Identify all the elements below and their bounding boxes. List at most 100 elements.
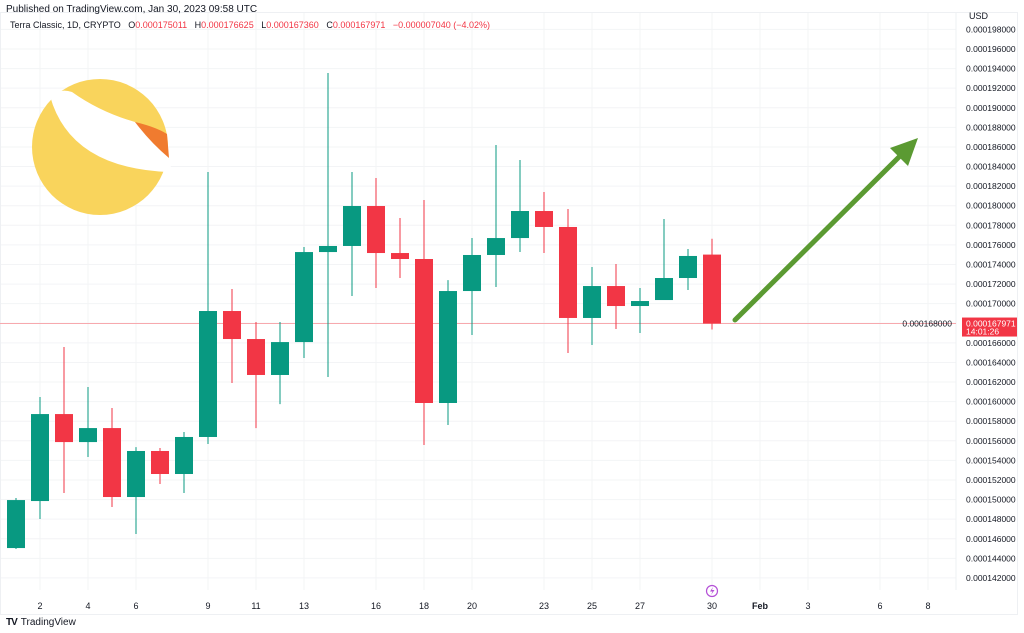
price-tick-label: 0.000150000: [966, 495, 1016, 505]
candle[interactable]: [223, 288, 241, 384]
price-tick-label: 0.000192000: [966, 83, 1016, 93]
candle[interactable]: [127, 447, 145, 535]
time-tick-label: 20: [467, 601, 477, 611]
candle-body: [583, 286, 601, 318]
candle[interactable]: [631, 287, 649, 334]
candle-body: [7, 500, 25, 549]
candle[interactable]: [247, 321, 265, 429]
candle-body: [199, 311, 217, 437]
candle[interactable]: [703, 238, 721, 330]
tradingview-footer[interactable]: TV TradingView: [6, 617, 76, 628]
candles: [7, 72, 721, 550]
price-tick-label: 0.000194000: [966, 64, 1016, 74]
change-value: −0.000007040 (−4.02%): [392, 20, 490, 30]
candle-body: [175, 436, 193, 475]
price-tick-label: 0.000198000: [966, 24, 1016, 34]
candle-body: [511, 211, 529, 239]
time-tick-label: 9: [205, 601, 210, 611]
candle[interactable]: [607, 264, 625, 330]
candle-body: [103, 428, 121, 498]
price-tick-label: 0.000190000: [966, 103, 1016, 113]
candle[interactable]: [391, 217, 409, 279]
lightning-event-icon[interactable]: [705, 584, 719, 598]
candle[interactable]: [103, 407, 121, 508]
candle[interactable]: [535, 192, 553, 254]
up-trend-arrow[interactable]: [732, 138, 918, 323]
candle[interactable]: [175, 431, 193, 494]
candle-body: [79, 428, 97, 443]
candle-body: [247, 339, 265, 375]
price-tick-label: 0.000164000: [966, 357, 1016, 367]
time-tick-label: 25: [587, 601, 597, 611]
candle[interactable]: [655, 219, 673, 301]
candle[interactable]: [319, 72, 337, 378]
high-value: 0.000176625: [201, 20, 254, 30]
price-tick-label: 0.000174000: [966, 259, 1016, 269]
candle-body: [271, 342, 289, 375]
close-label: C: [326, 20, 333, 30]
candle[interactable]: [271, 321, 289, 405]
candle-body: [367, 206, 385, 254]
time-tick-label: 3: [805, 601, 810, 611]
candle[interactable]: [55, 347, 73, 494]
candle-body: [391, 253, 409, 260]
candle[interactable]: [487, 144, 505, 288]
price-tick-label: 0.000184000: [966, 162, 1016, 172]
candle[interactable]: [511, 159, 529, 253]
candle[interactable]: [31, 397, 49, 520]
price-tick-label: 0.000158000: [966, 416, 1016, 426]
candle[interactable]: [295, 247, 313, 359]
candle[interactable]: [151, 448, 169, 484]
price-tick-label: 0.000196000: [966, 44, 1016, 54]
low-value: 0.000167360: [266, 20, 319, 30]
price-tick-label: 0.000178000: [966, 220, 1016, 230]
price-tick-label: 0.000160000: [966, 397, 1016, 407]
time-tick-label: 8: [925, 601, 930, 611]
candle-body: [535, 211, 553, 227]
candle[interactable]: [199, 172, 217, 445]
currency-label: USD: [969, 11, 989, 21]
published-info: Published on TradingView.com, Jan 30, 20…: [6, 4, 258, 15]
price-tick-label: 0.000144000: [966, 553, 1016, 563]
chart-frame: [0, 12, 1018, 615]
price-tick-label: 0.000152000: [966, 475, 1016, 485]
high-label: H: [194, 20, 202, 30]
time-tick-label: 6: [133, 601, 138, 611]
candle[interactable]: [343, 172, 361, 297]
open-value: 0.000175011: [135, 20, 188, 30]
time-tick-label: 23: [539, 601, 549, 611]
symbol-label: Terra Classic, 1D, CRYPTO: [10, 20, 121, 30]
candle-body: [559, 226, 577, 318]
time-axis[interactable]: 2 4 6 9 11 13 16 18 20 23 25 27 30 Feb 3 6 8: [37, 601, 930, 611]
candle[interactable]: [559, 209, 577, 354]
time-tick-label: 13: [299, 601, 309, 611]
candle-body: [631, 301, 649, 307]
arrow-shaft: [732, 151, 905, 323]
price-axis[interactable]: 0.000198000 0.000196000 0.000194000 0.00019…: [902, 24, 1016, 583]
arrow-head: [890, 138, 918, 166]
price-tick-label: 0.000142000: [966, 573, 1016, 583]
candle-body: [223, 311, 241, 340]
price-tick-label: 0.000188000: [966, 122, 1016, 132]
candle[interactable]: [463, 238, 481, 336]
candle-body: [607, 286, 625, 307]
candle[interactable]: [439, 280, 457, 426]
tradingview-brand: TradingView: [20, 617, 76, 628]
price-tick-label: 0.000186000: [966, 142, 1016, 152]
candle[interactable]: [79, 387, 97, 458]
time-tick-label: 6: [877, 601, 882, 611]
candle[interactable]: [415, 200, 433, 446]
candle-body: [439, 291, 457, 403]
candle[interactable]: [583, 267, 601, 346]
candle-body: [343, 206, 361, 246]
candle[interactable]: [7, 498, 25, 550]
time-tick-label: 11: [251, 601, 260, 611]
ohlc-legend: Terra Classic, 1D, CRYPTO O0.000175011 H…: [10, 20, 490, 30]
candle[interactable]: [367, 178, 385, 288]
price-tick-label: 0.000148000: [966, 514, 1016, 524]
last-price-box: [962, 317, 1017, 337]
tradingview-logo-icon: TV: [6, 617, 18, 628]
candle[interactable]: [679, 249, 697, 291]
time-tick-label: 2: [37, 601, 42, 611]
